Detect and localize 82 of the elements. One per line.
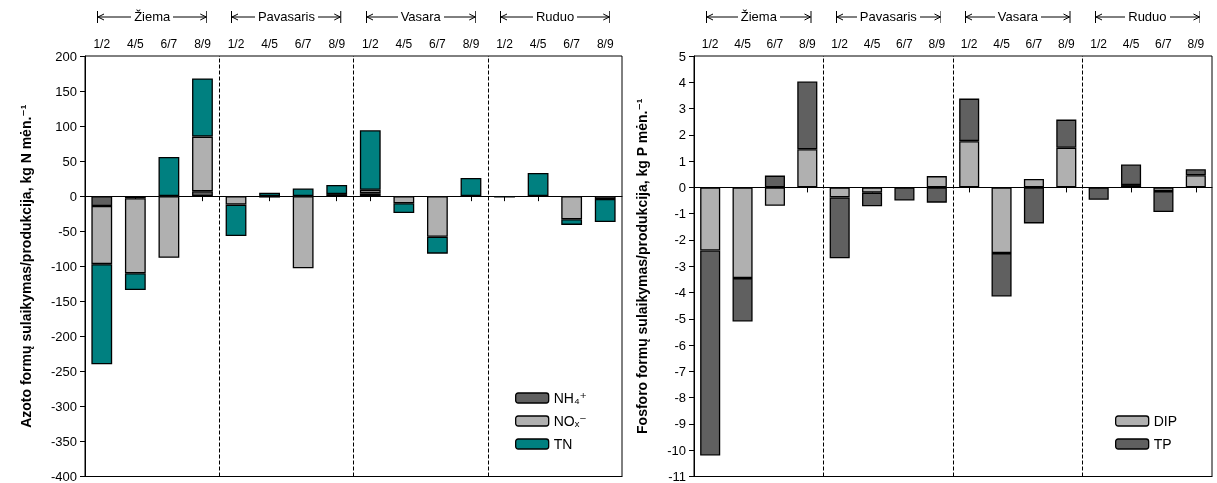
- y-tick-label: 150: [55, 83, 77, 99]
- x-tick-label: 1/2: [361, 37, 379, 51]
- y-tick-label: 100: [55, 118, 77, 134]
- x-tick-label: 8/9: [1187, 37, 1205, 51]
- x-tick-label: 6/7: [294, 37, 312, 51]
- legend-label: TN: [553, 436, 573, 452]
- y-axis-title: Azoto formų sulaikymas/produkcija, kg N mėn.⁻¹: [18, 104, 34, 428]
- y-tick-label: -3: [674, 258, 686, 274]
- bar: [359, 130, 381, 190]
- x-tick-label: 6/7: [429, 37, 447, 51]
- bar: [1121, 164, 1142, 186]
- x-tick-label: 1/2: [93, 37, 111, 51]
- y-tick-label: -300: [50, 398, 77, 414]
- x-tick-label: 4/5: [395, 37, 413, 51]
- y-tick-label: -250: [50, 363, 77, 379]
- y-tick-label: -50: [58, 223, 77, 239]
- x-tick-label: 6/7: [563, 37, 581, 51]
- y-tick-label: -9: [674, 416, 686, 432]
- x-tick-label: 4/5: [863, 37, 881, 51]
- x-tick-label: 8/9: [462, 37, 480, 51]
- y-tick-label: -5: [674, 311, 686, 327]
- x-tick-label: 1/2: [1090, 37, 1108, 51]
- x-tick-label: 8/9: [328, 37, 346, 51]
- x-tick-label: 4/5: [261, 37, 279, 51]
- y-tick-label: -400: [50, 469, 77, 483]
- y-tick-label: 4: [678, 74, 686, 90]
- legend-label: DIP: [1153, 413, 1178, 429]
- x-tick-label: 4/5: [993, 37, 1011, 51]
- y-tick-label: -11: [668, 469, 686, 483]
- text: Ruduo: [1125, 9, 1170, 24]
- y-tick-label: -100: [50, 258, 77, 274]
- y-tick-label: -350: [50, 433, 77, 449]
- bar: [326, 184, 348, 195]
- x-tick-label: 1/2: [831, 37, 849, 51]
- y-tick-label: 0: [69, 188, 77, 204]
- x-tick-label: 6/7: [160, 37, 178, 51]
- x-tick-label: 1/2: [496, 37, 514, 51]
- x-tick-label: 8/9: [928, 37, 946, 51]
- y-tick-label: 200: [55, 48, 77, 64]
- text: Žiema: [131, 9, 174, 24]
- text: Vasara: [397, 9, 444, 24]
- x-tick-label: 8/9: [798, 37, 816, 51]
- x-tick-label: 6/7: [896, 37, 914, 51]
- y-axis-title: Fosforo formų sulaikymas/produkcija, kg P mėn.⁻¹: [634, 98, 650, 434]
- legend-label: TP: [1153, 436, 1172, 452]
- bar: [1153, 191, 1174, 213]
- legend-label: NOₓ⁻: [553, 413, 587, 429]
- y-tick-label: -2: [674, 232, 686, 248]
- text: Vasara: [994, 9, 1041, 24]
- y-tick-label: -6: [674, 337, 686, 353]
- x-tick-label: 6/7: [1025, 37, 1043, 51]
- y-tick-label: 3: [678, 101, 686, 117]
- text: Pavasaris: [254, 9, 318, 24]
- y-tick-label: 2: [678, 127, 686, 143]
- x-tick-label: 6/7: [1155, 37, 1173, 51]
- y-tick-label: 5: [678, 48, 686, 64]
- y-tick-label: -1: [674, 206, 686, 222]
- x-tick-label: 8/9: [596, 37, 614, 51]
- text: Ruduo: [532, 9, 578, 24]
- x-tick-label: 8/9: [194, 37, 212, 51]
- legend-label: NH₄⁺: [553, 390, 587, 406]
- y-tick-label: -150: [50, 293, 77, 309]
- x-tick-label: 1/2: [227, 37, 245, 51]
- y-tick-label: -8: [674, 390, 686, 406]
- text: Žiema: [737, 9, 780, 24]
- x-tick-label: 6/7: [766, 37, 784, 51]
- bar: [594, 198, 616, 223]
- y-tick-label: 0: [678, 179, 686, 195]
- y-tick-label: -200: [50, 328, 77, 344]
- x-tick-label: 4/5: [127, 37, 145, 51]
- y-tick-label: -4: [674, 285, 686, 301]
- y-tick-label: -10: [667, 442, 686, 458]
- y-tick-label: -7: [674, 363, 686, 379]
- x-tick-label: 8/9: [1057, 37, 1075, 51]
- x-tick-label: 1/2: [960, 37, 978, 51]
- y-tick-label: 50: [62, 153, 77, 169]
- x-tick-label: 4/5: [734, 37, 752, 51]
- text: Pavasaris: [856, 9, 920, 24]
- x-tick-label: 1/2: [701, 37, 719, 51]
- x-tick-label: 4/5: [529, 37, 547, 51]
- y-tick-label: 1: [678, 153, 686, 169]
- x-tick-label: 4/5: [1122, 37, 1140, 51]
